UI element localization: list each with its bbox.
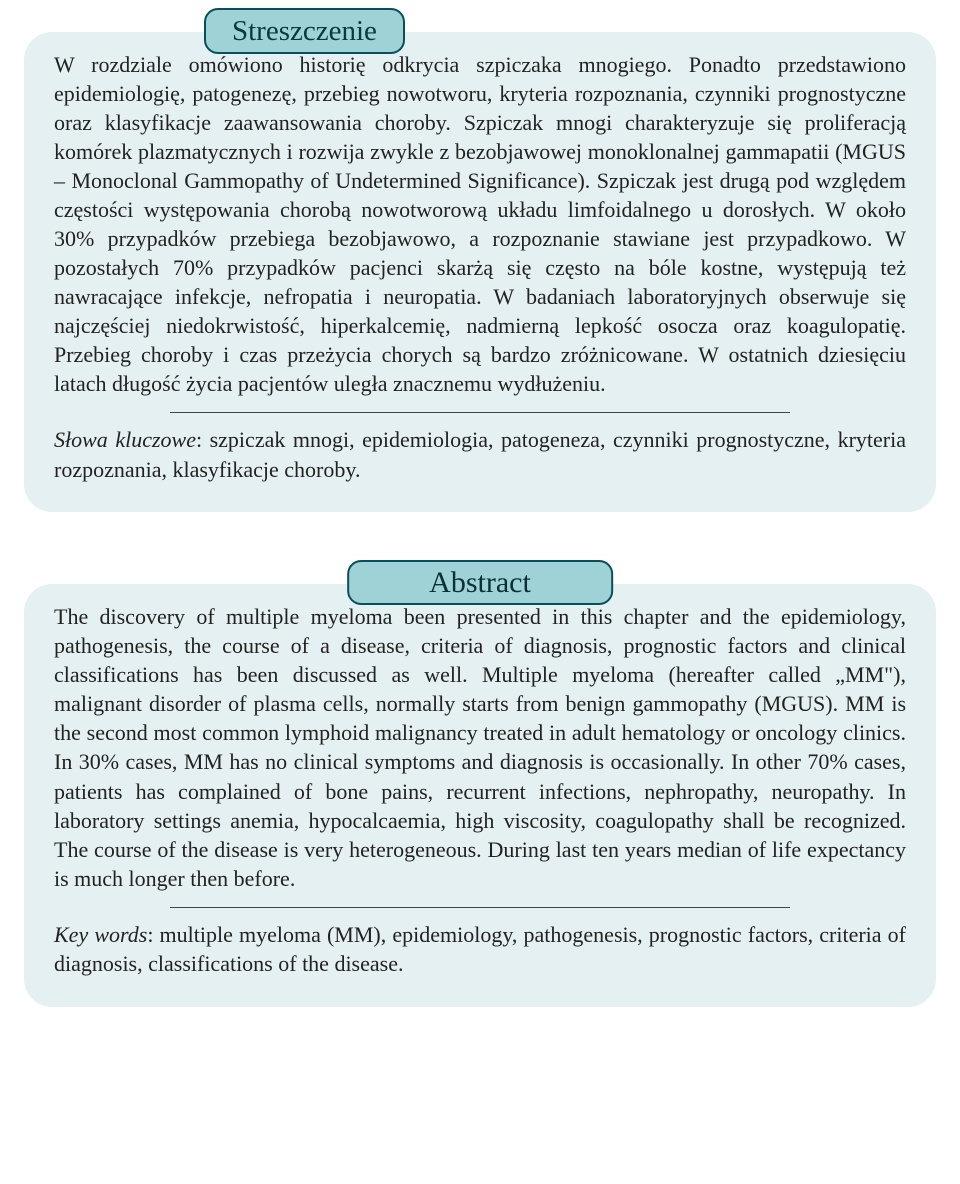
summary-body-pl: W rozdziale omówiono historię odkrycia s…: [54, 50, 906, 398]
divider-pl: [170, 412, 790, 413]
summary-tab-pl: Streszczenie: [204, 8, 405, 54]
keywords-pl: Słowa kluczowe: szpiczak mnogi, epidemio…: [54, 425, 906, 484]
summary-tab-label-pl: Streszczenie: [232, 15, 377, 47]
keywords-en: Key words: multiple myeloma (MM), epidem…: [54, 920, 906, 979]
summary-body-en: The discovery of multiple myeloma been p…: [54, 602, 906, 892]
summary-section-pl: Streszczenie W rozdziale omówiono histor…: [24, 32, 936, 512]
keywords-label-pl: Słowa kluczowe: [54, 427, 196, 452]
keywords-label-en: Key words: [54, 922, 147, 947]
summary-tab-en: Abstract: [347, 560, 613, 605]
keywords-text-en: : multiple myeloma (MM), epidemiology, p…: [54, 922, 906, 976]
summary-tab-label-en: Abstract: [429, 566, 531, 599]
divider-en: [170, 907, 790, 908]
summary-section-en: Abstract The discovery of multiple myelo…: [24, 584, 936, 1006]
top-spacer: [0, 0, 960, 32]
